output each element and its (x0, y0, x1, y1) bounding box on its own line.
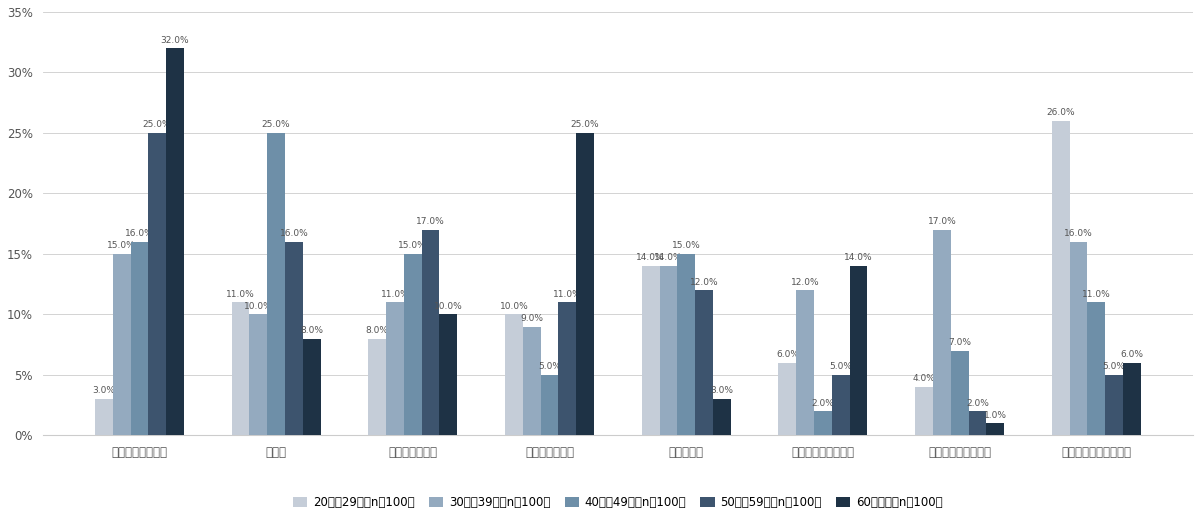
Bar (677, 254, 695, 435)
Bar (386, 302, 404, 435)
Text: 25.0%: 25.0% (571, 121, 599, 130)
Text: 11.0%: 11.0% (553, 290, 582, 299)
Legend: 20歳～29歳（n＝100）, 30歳～39歳（n＝100）, 40歳～49歳（n＝100）, 50歳～59歳（n＝100）, 60歳以上（n＝100）: 20歳～29歳（n＝100）, 30歳～39歳（n＝100）, 40歳～49歳（… (293, 496, 943, 509)
Bar (284, 242, 302, 435)
Bar (932, 230, 950, 435)
Bar (113, 254, 131, 435)
Bar (1123, 363, 1141, 435)
Text: 14.0%: 14.0% (654, 253, 683, 262)
Bar (660, 266, 677, 435)
Text: 26.0%: 26.0% (1046, 108, 1075, 117)
Bar (232, 302, 250, 435)
Text: 5.0%: 5.0% (829, 362, 852, 371)
Text: 16.0%: 16.0% (1064, 229, 1093, 238)
Bar (713, 399, 731, 435)
Bar (558, 302, 576, 435)
Bar (1087, 302, 1105, 435)
Bar (576, 133, 594, 435)
Bar (250, 314, 268, 435)
Bar (797, 290, 814, 435)
Text: 16.0%: 16.0% (125, 229, 154, 238)
Bar (832, 375, 850, 435)
Text: 7.0%: 7.0% (948, 338, 971, 347)
Text: 2.0%: 2.0% (811, 399, 834, 408)
Text: 3.0%: 3.0% (710, 387, 733, 396)
Text: 11.0%: 11.0% (380, 290, 409, 299)
Bar (268, 133, 284, 435)
Bar (166, 48, 184, 435)
Text: 10.0%: 10.0% (434, 302, 463, 311)
Text: 12.0%: 12.0% (791, 278, 820, 287)
Bar (421, 230, 439, 435)
Text: 14.0%: 14.0% (636, 253, 665, 262)
Text: 15.0%: 15.0% (398, 241, 427, 250)
Text: 11.0%: 11.0% (1082, 290, 1111, 299)
Text: 6.0%: 6.0% (776, 350, 799, 359)
Text: 12.0%: 12.0% (690, 278, 719, 287)
Text: 25.0%: 25.0% (262, 121, 290, 130)
Text: 17.0%: 17.0% (416, 217, 445, 226)
Bar (541, 375, 558, 435)
Text: 32.0%: 32.0% (161, 36, 190, 45)
Bar (950, 350, 968, 435)
Bar (439, 314, 457, 435)
Bar (523, 327, 541, 435)
Bar (1052, 121, 1069, 435)
Text: 1.0%: 1.0% (984, 410, 1007, 419)
Bar (95, 399, 113, 435)
Text: 11.0%: 11.0% (226, 290, 254, 299)
Text: 6.0%: 6.0% (1121, 350, 1144, 359)
Text: 15.0%: 15.0% (107, 241, 136, 250)
Text: 8.0%: 8.0% (366, 326, 389, 335)
Bar (986, 423, 1004, 435)
Bar (149, 133, 166, 435)
Text: 10.0%: 10.0% (244, 302, 272, 311)
Bar (850, 266, 868, 435)
Text: 17.0%: 17.0% (928, 217, 956, 226)
Text: 14.0%: 14.0% (844, 253, 872, 262)
Bar (505, 314, 523, 435)
Text: 9.0%: 9.0% (521, 314, 544, 323)
Text: 25.0%: 25.0% (143, 121, 172, 130)
Text: 2.0%: 2.0% (966, 399, 989, 408)
Text: 3.0%: 3.0% (92, 387, 115, 396)
Bar (131, 242, 149, 435)
Text: 10.0%: 10.0% (499, 302, 528, 311)
Bar (642, 266, 660, 435)
Bar (1105, 375, 1123, 435)
Text: 5.0%: 5.0% (1103, 362, 1126, 371)
Bar (814, 411, 832, 435)
Text: 16.0%: 16.0% (280, 229, 308, 238)
Text: 4.0%: 4.0% (913, 374, 936, 383)
Bar (779, 363, 797, 435)
Text: 8.0%: 8.0% (300, 326, 323, 335)
Bar (302, 339, 320, 435)
Text: 15.0%: 15.0% (672, 241, 701, 250)
Bar (368, 339, 386, 435)
Text: 5.0%: 5.0% (538, 362, 562, 371)
Bar (404, 254, 421, 435)
Bar (1069, 242, 1087, 435)
Bar (695, 290, 713, 435)
Bar (916, 387, 932, 435)
Bar (968, 411, 986, 435)
